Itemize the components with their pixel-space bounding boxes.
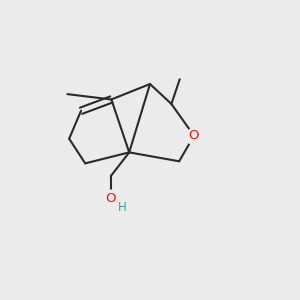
Text: O: O	[106, 192, 116, 205]
Text: H: H	[118, 201, 126, 214]
Text: O: O	[189, 129, 199, 142]
